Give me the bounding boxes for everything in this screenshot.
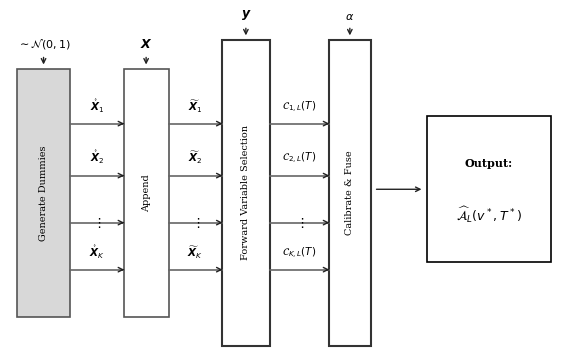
Text: Forward Variable Selection: Forward Variable Selection — [241, 126, 251, 260]
Text: $\mathring{\boldsymbol{X}}_K$: $\mathring{\boldsymbol{X}}_K$ — [89, 243, 105, 261]
Text: $\widetilde{\boldsymbol{X}}_2$: $\widetilde{\boldsymbol{X}}_2$ — [188, 150, 202, 166]
Bar — [427, 116, 551, 262]
Text: $\vdots$: $\vdots$ — [294, 215, 304, 230]
Text: $\widetilde{\boldsymbol{X}}_K$: $\widetilde{\boldsymbol{X}}_K$ — [187, 244, 203, 261]
Bar — [124, 69, 169, 317]
Text: $\widehat{\mathcal{A}}_L(v^*, T^*)$: $\widehat{\mathcal{A}}_L(v^*, T^*)$ — [456, 205, 522, 225]
Text: $\mathcal{C}_{1,L}(T)$: $\mathcal{C}_{1,L}(T)$ — [282, 99, 316, 115]
Text: $\mathring{\boldsymbol{X}}_2$: $\mathring{\boldsymbol{X}}_2$ — [90, 149, 104, 166]
Bar — [329, 40, 371, 346]
Text: $\vdots$: $\vdots$ — [92, 215, 102, 230]
Text: $\mathcal{C}_{K,L}(T)$: $\mathcal{C}_{K,L}(T)$ — [282, 245, 316, 261]
Text: Append: Append — [142, 174, 151, 212]
Text: $\mathring{\boldsymbol{X}}_1$: $\mathring{\boldsymbol{X}}_1$ — [89, 97, 105, 115]
Text: $\vdots$: $\vdots$ — [191, 215, 200, 230]
Bar — [17, 69, 70, 317]
Text: $\mathcal{C}_{2,L}(T)$: $\mathcal{C}_{2,L}(T)$ — [282, 151, 316, 166]
Text: $\widetilde{\boldsymbol{X}}_1$: $\widetilde{\boldsymbol{X}}_1$ — [188, 98, 203, 115]
Text: Generate Dummies: Generate Dummies — [39, 145, 48, 241]
Bar — [222, 40, 270, 346]
Text: $\boldsymbol{y}$: $\boldsymbol{y}$ — [241, 8, 251, 22]
Text: Output:: Output: — [465, 158, 513, 169]
Text: $\sim \mathcal{N}(0,1)$: $\sim \mathcal{N}(0,1)$ — [17, 37, 70, 51]
Text: $\alpha$: $\alpha$ — [345, 12, 355, 22]
Text: $\boldsymbol{X}$: $\boldsymbol{X}$ — [140, 38, 152, 51]
Text: Calibrate & Fuse: Calibrate & Fuse — [345, 151, 355, 235]
